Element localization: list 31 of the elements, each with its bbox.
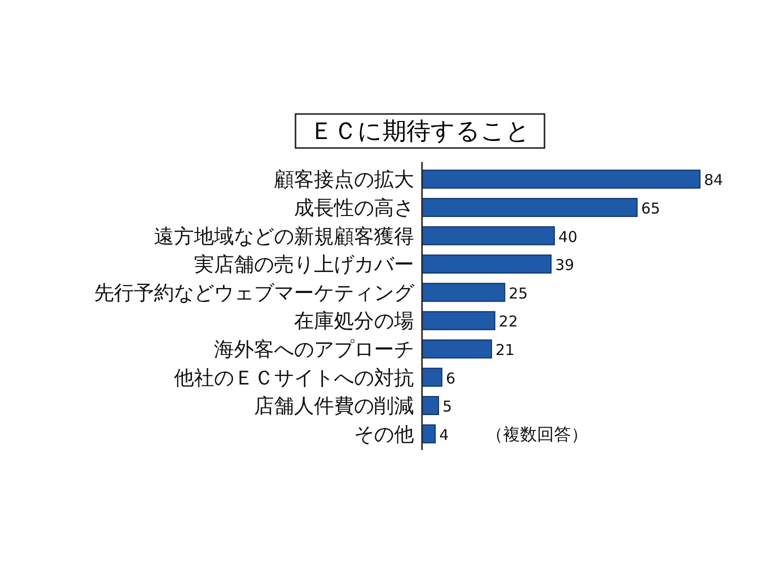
data-label: 6 xyxy=(446,369,456,388)
data-label: 21 xyxy=(496,340,515,359)
bar xyxy=(422,368,442,387)
bar xyxy=(422,339,492,358)
y-tick-label: 在庫処分の場 xyxy=(294,308,414,333)
bar xyxy=(422,282,506,302)
data-label: 40 xyxy=(558,228,578,246)
data-label: 25 xyxy=(508,284,528,302)
annotation: （複数回答） xyxy=(486,424,588,445)
chart-title: ＥＣに期待すること xyxy=(310,117,530,145)
y-tick-label: 海外客へのアプローチ xyxy=(214,336,414,361)
y-tick-label: 店舗人件費の削減 xyxy=(254,394,414,418)
bar xyxy=(422,254,552,274)
y-tick-label: 遠方地域などの新規顧客獲得 xyxy=(154,224,414,248)
y-tick-label: 成長性の高さ xyxy=(294,195,414,220)
y-tick-label: 先行予約などウェブマーケティング xyxy=(94,280,415,304)
bar xyxy=(422,198,638,217)
bar xyxy=(422,311,496,330)
bar xyxy=(422,226,555,246)
bar xyxy=(422,396,440,416)
y-tick-label: 顧客接点の拡大 xyxy=(274,167,414,192)
data-label: 4 xyxy=(439,426,449,444)
data-label: 39 xyxy=(555,256,574,274)
y-tick-label: 実店舗の売り上げカバー xyxy=(194,252,414,276)
data-label: 5 xyxy=(442,398,452,416)
data-label: 65 xyxy=(641,199,660,218)
y-tick-label: その他 xyxy=(354,422,414,446)
y-tick-label: 他社のＥＣサイトへの対抗 xyxy=(174,365,414,390)
data-label: 22 xyxy=(498,312,518,331)
data-label: 84 xyxy=(704,171,724,190)
bar xyxy=(422,170,700,189)
